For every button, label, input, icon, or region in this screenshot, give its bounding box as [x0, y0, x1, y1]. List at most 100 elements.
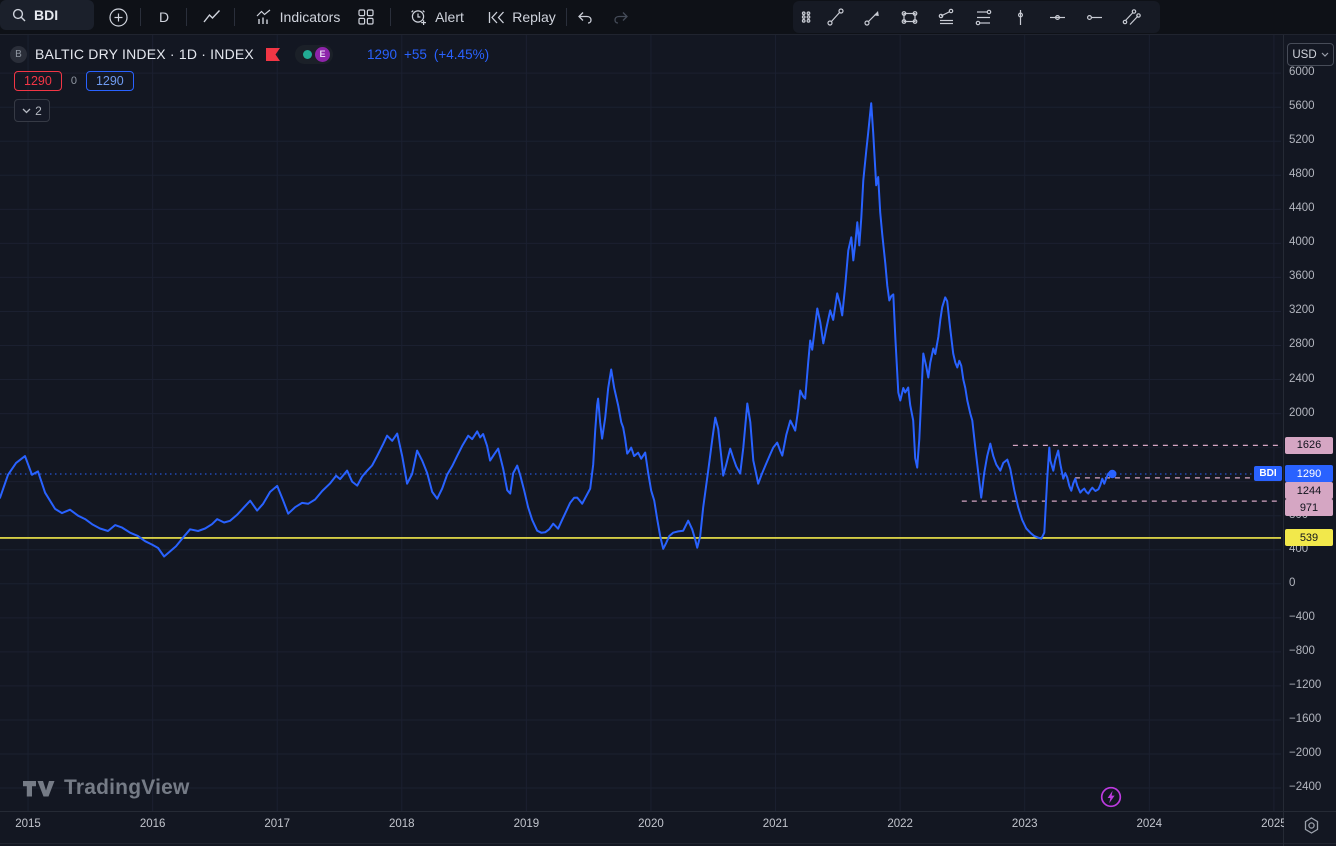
- value-badges-row: 1290 0 1290: [14, 71, 489, 91]
- replay-button[interactable]: Replay: [480, 0, 564, 34]
- arrow-line-tool-button[interactable]: [854, 1, 891, 33]
- year-tick-label: 2023: [1011, 818, 1038, 830]
- plus-circle-icon: [108, 7, 128, 27]
- earnings-badge: E: [314, 46, 330, 62]
- symbol-search-value: BDI: [34, 7, 59, 23]
- last-price: 1290: [366, 46, 398, 62]
- horizontal-line-icon: [1050, 14, 1065, 20]
- toolbar-separator: [140, 8, 141, 26]
- rectangle-icon: [901, 10, 918, 24]
- indicators-button[interactable]: Indicators: [244, 0, 352, 34]
- undo-button[interactable]: [570, 0, 600, 34]
- flash-event-icon: [1100, 786, 1122, 808]
- price-tick-label: −1200: [1289, 678, 1322, 691]
- toolbar-separator: [566, 8, 567, 26]
- price-tick-label: 4400: [1289, 202, 1315, 215]
- price-axis[interactable]: 6000 5600 5200 4800 4400 4000 3600 3200 2800 2400…: [1284, 34, 1336, 811]
- year-tick-label: 2024: [1136, 818, 1163, 830]
- symbol-avatar: B: [10, 45, 27, 63]
- level-price-label-539[interactable]: 539: [1285, 529, 1333, 547]
- time-axis[interactable]: 2015 2016 2017 2018 2019 2020 2021 2022 2023 2024…: [0, 812, 1284, 845]
- level-price-label-1626[interactable]: 1626: [1285, 436, 1333, 454]
- line-chart-icon: [203, 10, 221, 23]
- vertical-line-icon: [1017, 9, 1023, 25]
- market-status-pill[interactable]: E: [294, 44, 333, 64]
- price-tick-label: 6000: [1289, 66, 1315, 79]
- tradingview-watermark: TradingView: [22, 776, 190, 800]
- more-count: 2: [35, 103, 42, 118]
- redo-button[interactable]: [606, 0, 636, 34]
- price-tick-label: 4800: [1289, 168, 1315, 181]
- price-tick-label: −1600: [1289, 712, 1322, 725]
- market-open-dot: [302, 49, 312, 59]
- current-price-label[interactable]: 1290: [1285, 465, 1333, 483]
- chevron-down-icon: [1321, 52, 1329, 57]
- rectangle-tool-button[interactable]: [891, 1, 928, 33]
- interval-button[interactable]: D: [158, 9, 170, 25]
- price-tick-label: −400: [1289, 610, 1315, 623]
- price-tick-label: 2400: [1289, 372, 1315, 385]
- trend-fib-extension-tool-button[interactable]: [928, 1, 965, 33]
- horizontal-ray-icon: [1086, 14, 1102, 20]
- trend-line-icon: [827, 7, 844, 26]
- year-tick-label: 2015: [15, 818, 41, 830]
- level-lines-layer[interactable]: [0, 444, 1281, 539]
- search-icon: [12, 8, 26, 22]
- symbol-row: B BALTIC DRY INDEX · 1D · INDEX E 1290 +…: [10, 44, 489, 64]
- vertical-line-tool-button[interactable]: [1002, 1, 1039, 33]
- year-tick-label: 2016: [139, 818, 166, 830]
- symbol-title[interactable]: BALTIC DRY INDEX · 1D · INDEX: [35, 46, 254, 62]
- event-marker[interactable]: [1100, 786, 1122, 808]
- price-tick-label: 3600: [1289, 270, 1315, 283]
- currency-selector[interactable]: USD: [1287, 43, 1334, 66]
- bdi-price-line[interactable]: [0, 102, 1114, 558]
- price-tick-label: 2000: [1289, 406, 1315, 419]
- year-tick-label: 2019: [513, 818, 540, 830]
- alert-button[interactable]: Alert: [400, 0, 474, 34]
- year-tick-label: 2022: [887, 818, 913, 830]
- layout-grid-icon: [358, 9, 374, 25]
- level-price-label-971[interactable]: 971: [1285, 499, 1333, 517]
- alarm-plus-icon: [411, 10, 427, 25]
- toolbar-separator: [186, 8, 187, 26]
- horizontal-line-tool-button[interactable]: [1039, 1, 1076, 33]
- year-tick-label: 2017: [264, 818, 290, 830]
- fib-retracement-tool-button[interactable]: [965, 1, 1002, 33]
- series-tag-label: BDI: [1254, 466, 1282, 482]
- gear-icon: [1304, 817, 1319, 834]
- tradingview-logo-icon: [23, 780, 55, 796]
- parallel-channel-icon: [1122, 8, 1141, 25]
- chevron-down-icon: [22, 108, 31, 113]
- legend-more-button[interactable]: 2: [14, 99, 50, 122]
- price-axis-border: [1283, 34, 1284, 846]
- toolbar-drag-handle[interactable]: [799, 1, 817, 33]
- axis-settings-button[interactable]: [1301, 815, 1322, 836]
- undo-icon: [578, 12, 592, 24]
- trend-line-tool-button[interactable]: [817, 1, 854, 33]
- blue-price-badge[interactable]: 1290: [85, 71, 134, 91]
- horizontal-ray-tool-button[interactable]: [1076, 1, 1113, 33]
- symbol-search-button[interactable]: BDI: [0, 0, 94, 30]
- toolbar-separator: [234, 8, 235, 26]
- bottom-border: [0, 843, 1336, 844]
- year-tick-label: 2025: [1261, 818, 1284, 830]
- price-change: +55: [404, 46, 427, 62]
- compare-add-button[interactable]: [104, 0, 132, 34]
- price-tick-label: 3200: [1289, 304, 1315, 317]
- price-tick-label: 4000: [1289, 236, 1315, 249]
- multichart-layout-button[interactable]: [350, 0, 382, 34]
- flag-icon[interactable]: [265, 47, 281, 61]
- year-tick-label: 2020: [638, 818, 664, 830]
- tradingview-wordmark: TradingView: [64, 776, 190, 799]
- price-readout: 1290 +55 (+4.45%): [367, 47, 489, 62]
- last-price-dot: [1108, 469, 1117, 479]
- price-tick-label: −2000: [1289, 746, 1322, 759]
- toolbar-separator: [390, 8, 391, 26]
- parallel-channel-tool-button[interactable]: [1113, 1, 1150, 33]
- price-tick-label: 2800: [1289, 338, 1315, 351]
- chart-type-button[interactable]: [196, 0, 228, 34]
- level-price-label-1244[interactable]: 1244: [1285, 482, 1333, 500]
- price-tick-label: −800: [1289, 644, 1315, 657]
- red-price-badge[interactable]: 1290: [14, 71, 62, 91]
